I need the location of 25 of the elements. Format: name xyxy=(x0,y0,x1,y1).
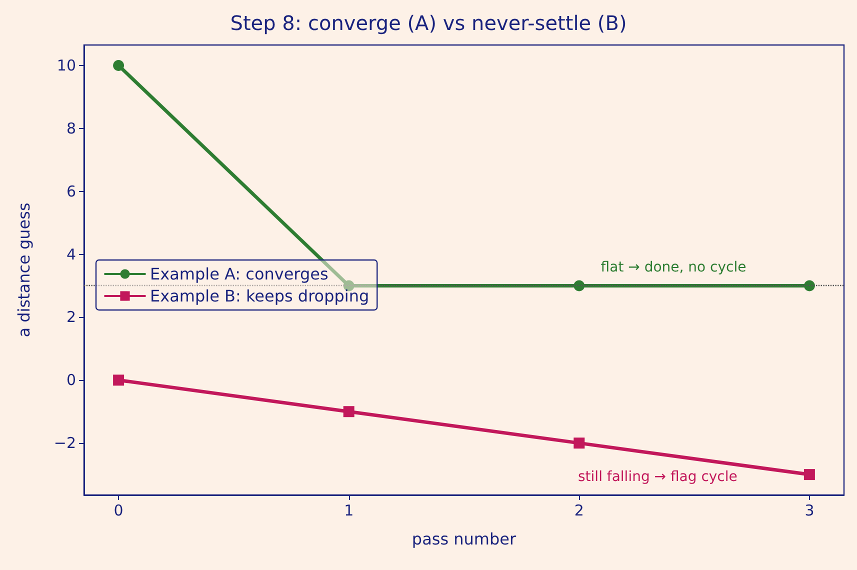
point xyxy=(574,280,585,292)
point xyxy=(804,469,815,480)
point xyxy=(113,374,124,386)
x-tick-label: 1 xyxy=(344,502,354,520)
annotation: still falling → flag cycle xyxy=(578,468,738,485)
y-tick-label: 4 xyxy=(66,245,76,264)
y-tick-label: 6 xyxy=(66,182,76,200)
x-tick-label: 2 xyxy=(574,502,584,520)
point xyxy=(113,60,124,71)
annotation: flat → done, no cycle xyxy=(600,260,746,276)
point xyxy=(574,438,585,449)
y-tick-label: 0 xyxy=(66,371,76,390)
y-tick-label: 2 xyxy=(66,308,76,326)
legend-label: Example B: keeps dropping xyxy=(150,286,370,306)
y-axis-title: a distance guess xyxy=(14,202,34,338)
x-axis-title: pass number xyxy=(412,530,516,548)
y-tick-label: 8 xyxy=(66,119,76,138)
chart-title: Step 8: converge (A) vs never-settle (B) xyxy=(230,11,627,35)
y-tick-label: −2 xyxy=(54,434,76,452)
point xyxy=(343,406,354,418)
legend-label: Example A: converges xyxy=(150,264,328,284)
y-tick-label: 10 xyxy=(56,56,76,74)
x-tick-label: 0 xyxy=(114,502,124,520)
x-tick-label: 3 xyxy=(804,502,814,520)
point xyxy=(804,280,815,292)
